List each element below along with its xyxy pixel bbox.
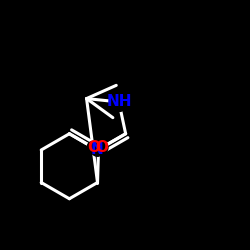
Circle shape: [110, 92, 128, 112]
Circle shape: [96, 141, 108, 154]
Text: NH: NH: [106, 94, 132, 110]
Text: O: O: [87, 140, 100, 155]
Text: N: N: [91, 142, 104, 158]
Text: O: O: [95, 140, 108, 155]
Circle shape: [91, 144, 104, 156]
Circle shape: [87, 141, 100, 154]
